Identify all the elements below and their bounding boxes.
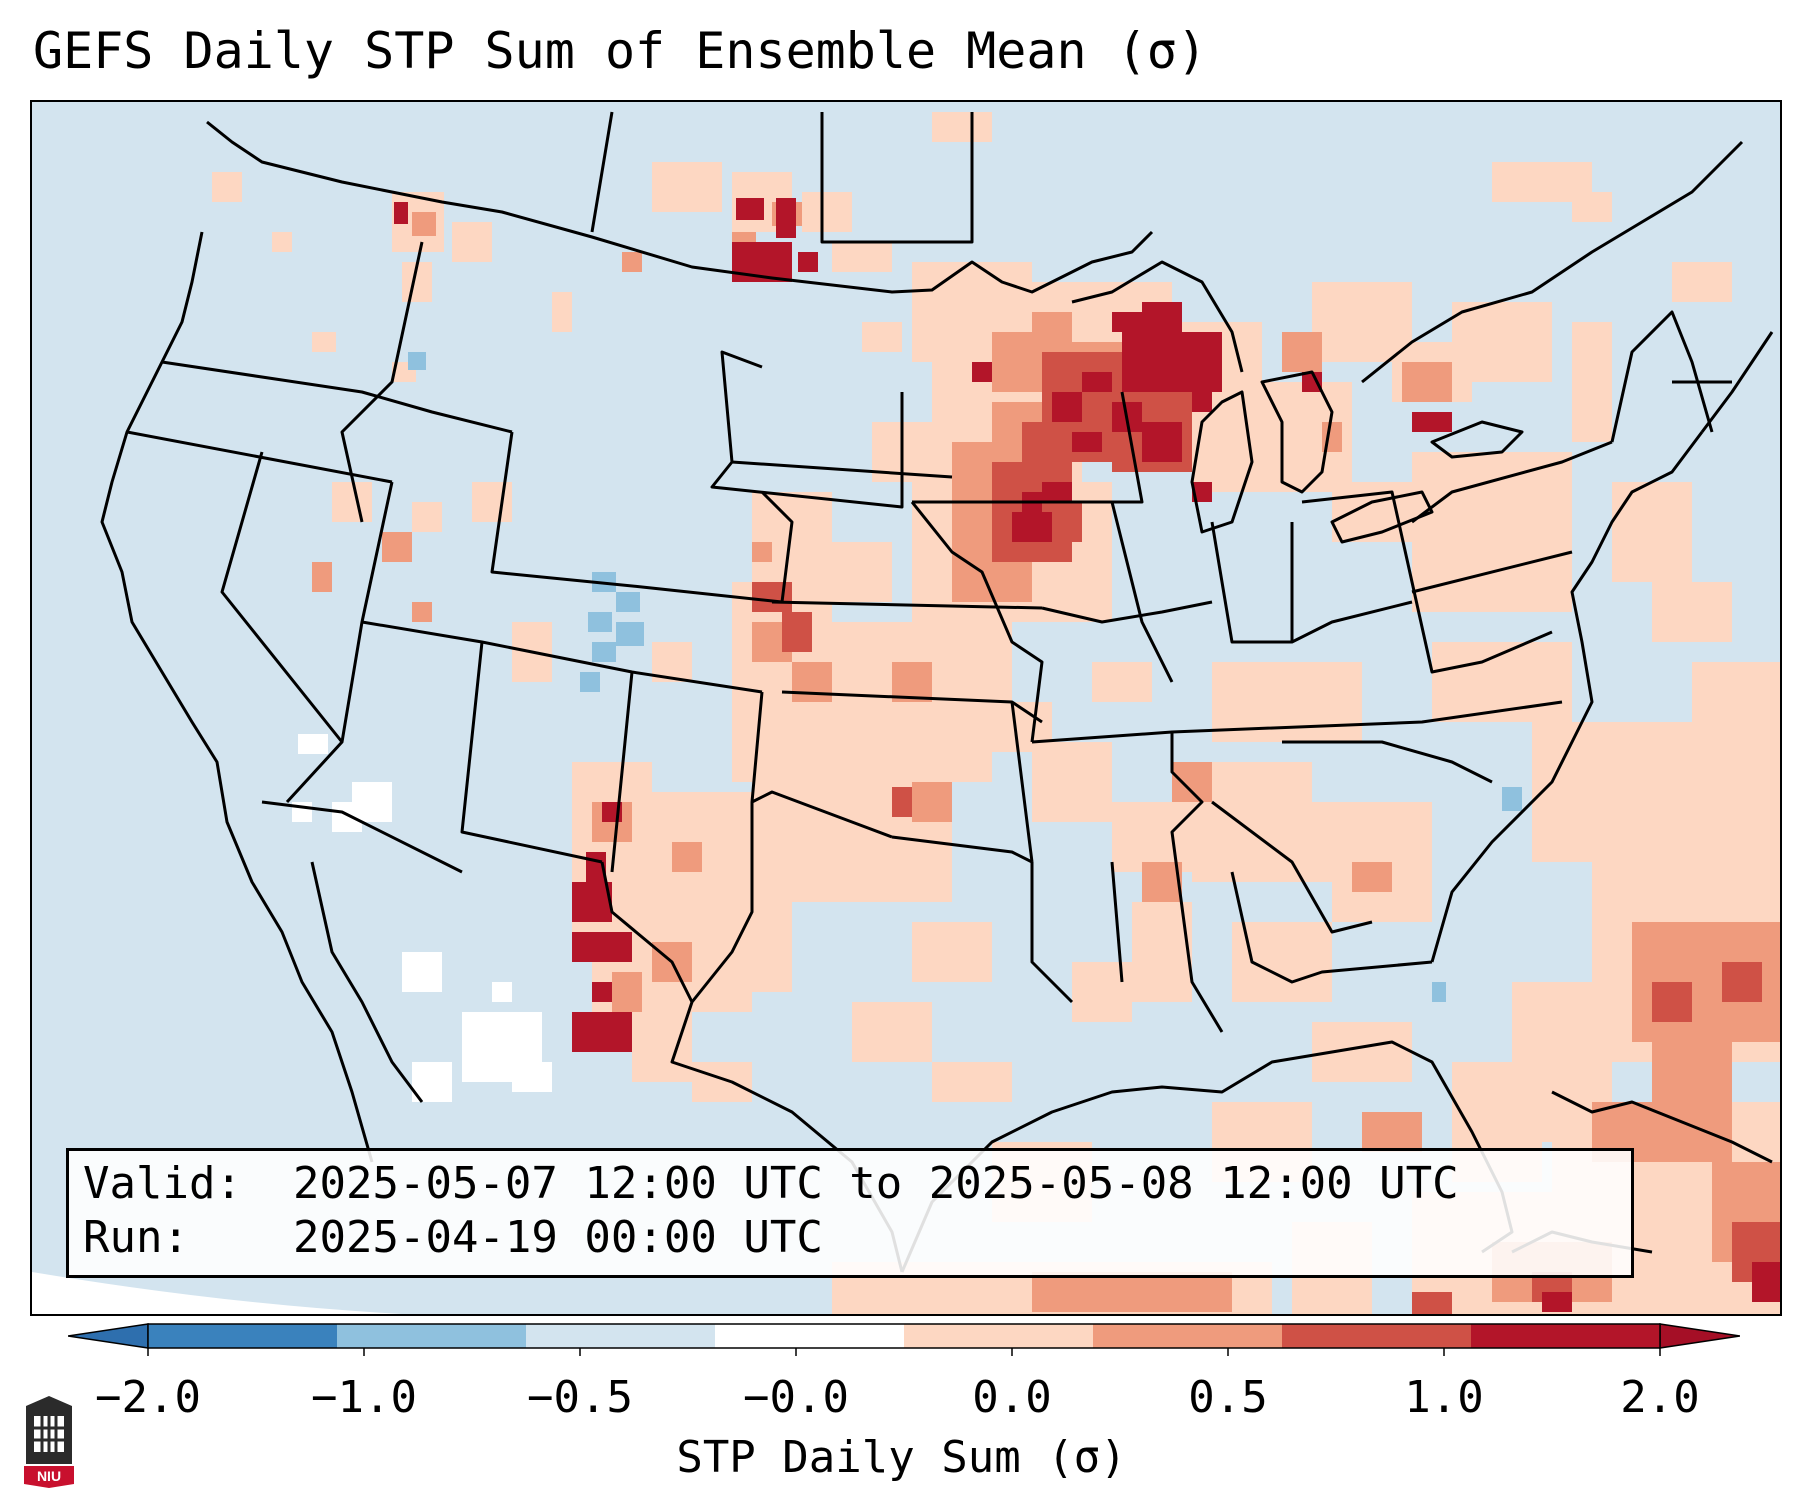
colorbar xyxy=(68,1323,1740,1356)
map-panel[interactable] xyxy=(30,100,1782,1316)
colorbar-tick-label: 0.5 xyxy=(1188,1372,1268,1423)
colorbar-extend-high xyxy=(1659,1323,1740,1349)
map-canvas xyxy=(32,111,1780,1314)
colorbar-tick-label: 0.0 xyxy=(972,1372,1052,1423)
chart-title: GEFS Daily STP Sum of Ensemble Mean (σ) xyxy=(33,22,1207,80)
state-borders xyxy=(100,111,1774,1273)
colorbar-segment xyxy=(904,1324,1094,1348)
valid-value: 2025-05-07 12:00 UTC to 2025-05-08 12:00… xyxy=(293,1158,1459,1209)
valid-run-info-box: Valid: 2025-05-07 12:00 UTC to 2025-05-08… xyxy=(66,1148,1634,1278)
run-label: Run: xyxy=(83,1212,189,1263)
logo-text: NIU xyxy=(37,1468,61,1484)
colorbar-segment xyxy=(715,1324,905,1348)
colorbar-tick-label: 1.0 xyxy=(1404,1372,1484,1423)
niu-logo-icon: NIU xyxy=(24,1396,74,1488)
colorbar-segment xyxy=(1471,1324,1661,1348)
colorbar-segment xyxy=(148,1324,338,1348)
colorbar-tick-label: −1.0 xyxy=(311,1372,417,1423)
colorbar-extend-low xyxy=(68,1323,149,1349)
colorbar-segment xyxy=(526,1324,716,1348)
colorbar-tick-label: 2.0 xyxy=(1620,1372,1700,1423)
anomaly-cells xyxy=(212,112,1780,1314)
valid-label: Valid: xyxy=(83,1158,242,1209)
run-value: 2025-04-19 00:00 UTC xyxy=(293,1212,823,1263)
colorbar-segment xyxy=(337,1324,527,1348)
colorbar-tick-label: −0.0 xyxy=(743,1372,849,1423)
colorbar-tick-label: −0.5 xyxy=(527,1372,633,1423)
colorbar-tick-label: −2.0 xyxy=(95,1372,201,1423)
colorbar-segment xyxy=(1093,1324,1283,1348)
colorbar-segment xyxy=(1282,1324,1472,1348)
projection-edge xyxy=(32,1272,403,1314)
colorbar-label: STP Daily Sum (σ) xyxy=(676,1432,1127,1483)
